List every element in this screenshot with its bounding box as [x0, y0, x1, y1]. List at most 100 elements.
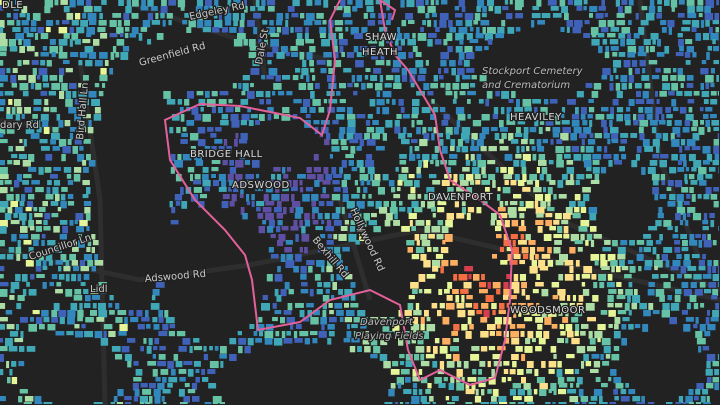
building: [237, 331, 242, 336]
building: [613, 154, 619, 161]
building: [305, 27, 309, 35]
building: [410, 187, 416, 194]
building: [19, 139, 23, 144]
building: [397, 383, 402, 389]
building: [55, 331, 65, 336]
building: [41, 146, 50, 151]
building: [45, 254, 53, 262]
building: [512, 361, 517, 368]
building: [269, 20, 274, 26]
building: [510, 282, 520, 290]
building: [589, 133, 594, 138]
building: [244, 6, 248, 13]
building: [606, 114, 614, 120]
building: [20, 317, 28, 323]
building: [601, 107, 609, 112]
building: [28, 220, 34, 228]
building: [683, 402, 687, 404]
building: [86, 247, 91, 252]
building: [162, 324, 169, 331]
building: [537, 146, 545, 152]
building: [388, 331, 392, 338]
building: [8, 146, 13, 152]
building: [327, 107, 335, 113]
building: [319, 33, 326, 38]
building: [266, 99, 272, 105]
building: [411, 201, 419, 209]
building: [267, 107, 274, 112]
building: [28, 247, 34, 253]
building: [367, 201, 374, 207]
building: [464, 46, 473, 53]
building: [154, 338, 160, 345]
building: [659, 194, 667, 199]
building: [408, 213, 417, 219]
building: [195, 377, 200, 383]
building: [514, 174, 520, 181]
building: [13, 160, 20, 165]
building: [699, 324, 706, 332]
building: [458, 52, 465, 60]
building: [523, 127, 529, 135]
building: [620, 389, 627, 395]
building: [534, 369, 539, 377]
building: [96, 317, 105, 322]
building: [221, 27, 228, 33]
building: [439, 75, 444, 80]
building: [611, 266, 615, 273]
building: [561, 114, 565, 119]
building: [564, 260, 574, 266]
building: [10, 289, 15, 294]
building: [32, 310, 40, 315]
building: [642, 324, 649, 332]
building: [547, 0, 557, 6]
building: [287, 303, 293, 311]
building: [65, 91, 72, 99]
building: [688, 174, 695, 180]
building: [521, 354, 526, 361]
building: [432, 247, 439, 252]
building: [11, 83, 17, 88]
building: [497, 207, 506, 212]
building: [553, 354, 557, 359]
building: [572, 27, 582, 34]
building: [63, 6, 70, 13]
building: [557, 377, 565, 385]
building: [648, 282, 655, 287]
building: [193, 180, 202, 185]
building: [112, 46, 117, 54]
building: [643, 234, 652, 239]
building: [177, 0, 186, 8]
building: [672, 127, 681, 135]
building: [603, 154, 612, 159]
building: [314, 0, 322, 6]
building: [531, 146, 536, 151]
building: [209, 361, 219, 369]
building: [609, 83, 614, 91]
building: [460, 133, 470, 141]
building: [109, 20, 117, 27]
building: [198, 99, 206, 106]
building: [490, 402, 498, 404]
building: [0, 254, 6, 260]
building: [467, 377, 477, 382]
building: [152, 317, 158, 323]
building: [66, 331, 74, 336]
building: [687, 207, 696, 213]
building: [385, 120, 393, 128]
building: [677, 201, 683, 207]
building: [510, 180, 517, 186]
building: [373, 226, 381, 233]
building: [99, 75, 108, 82]
building: [642, 139, 650, 147]
building: [312, 99, 321, 106]
building: [519, 260, 525, 265]
building: [670, 266, 679, 271]
building: [30, 226, 35, 231]
building: [415, 0, 424, 8]
building: [495, 91, 500, 97]
building: [351, 75, 355, 83]
building: [42, 282, 47, 289]
building: [383, 0, 390, 6]
building: [370, 75, 378, 81]
